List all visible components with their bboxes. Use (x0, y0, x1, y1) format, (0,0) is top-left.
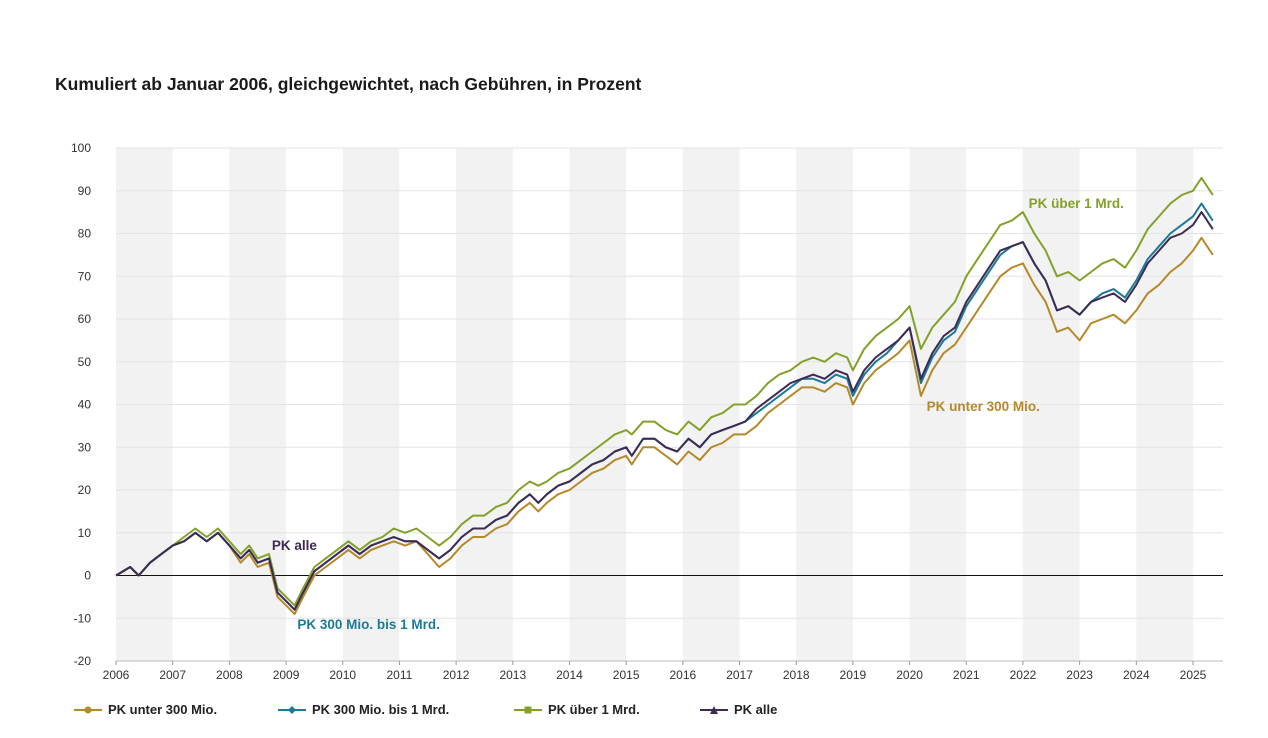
legend-label: PK unter 300 Mio. (108, 702, 218, 717)
x-tick-label: 2009 (273, 668, 300, 682)
legend-label: PK 300 Mio. bis 1 Mrd. (312, 702, 450, 717)
x-axis: 2006 2007 2008 2009 2010 2011 2012 2013 2014 2015… (103, 661, 1207, 682)
legend-item-pk-alle[interactable]: PK alle (700, 702, 777, 717)
y-tick-label: 60 (78, 312, 92, 326)
legend-marker-circle-icon (74, 706, 102, 713)
x-tick-label: 2015 (613, 668, 640, 682)
x-tick-label: 2018 (783, 668, 810, 682)
y-tick-label: 30 (78, 440, 92, 454)
x-tick-label: 2007 (159, 668, 186, 682)
x-tick-label: 2024 (1123, 668, 1150, 682)
legend-item-pk-300-bis-1[interactable]: PK 300 Mio. bis 1 Mrd. (278, 702, 449, 717)
y-tick-label: -20 (74, 654, 92, 668)
x-tick-label: 2006 (103, 668, 130, 682)
legend-item-pk-unter-300[interactable]: PK unter 300 Mio. (74, 702, 217, 717)
x-tick-label: 2010 (329, 668, 356, 682)
legend-label: PK alle (734, 702, 778, 717)
y-tick-label: 10 (78, 526, 92, 540)
legend-marker-triangle-icon (700, 705, 728, 714)
chart-title: Kumuliert ab Januar 2006, gleichgewichte… (55, 74, 642, 94)
y-tick-label: 70 (78, 269, 92, 283)
y-tick-label: 20 (78, 483, 92, 497)
x-tick-label: 2008 (216, 668, 243, 682)
x-tick-label: 2022 (1010, 668, 1037, 682)
series-line-pk-unter-300-mio- (115, 236, 1214, 615)
x-tick-label: 2023 (1066, 668, 1093, 682)
x-tick-label: 2019 (840, 668, 867, 682)
y-tick-label: 0 (84, 569, 91, 583)
legend-item-pk-ueber-1[interactable]: PK über 1 Mrd. (514, 702, 640, 717)
y-tick-label: 50 (78, 355, 92, 369)
series-line-pk-ber-1-mrd- (115, 176, 1214, 607)
legend-label: PK über 1 Mrd. (548, 702, 640, 717)
annotations: PK über 1 Mrd. PK unter 300 Mio. PK alle PK… (272, 196, 1124, 632)
x-tick-label: 2016 (669, 668, 696, 682)
y-tick-label: -10 (74, 611, 92, 625)
series-line-pk-alle (115, 211, 1214, 611)
y-tick-label: 80 (78, 227, 92, 241)
x-tick-label: 2014 (556, 668, 583, 682)
x-tick-label: 2017 (726, 668, 753, 682)
y-tick-label: 90 (78, 184, 92, 198)
y-tick-label: 100 (71, 141, 91, 155)
gridlines (116, 147, 1223, 662)
x-tick-label: 2020 (896, 668, 923, 682)
x-tick-label: 2012 (443, 668, 470, 682)
y-tick-label: 40 (78, 398, 92, 412)
series-lines (115, 176, 1214, 615)
x-tick-label: 2013 (499, 668, 526, 682)
legend-marker-square-icon (514, 706, 542, 713)
legend: PK unter 300 Mio. PK 300 Mio. bis 1 Mrd.… (0, 702, 1268, 722)
series-annotation: PK über 1 Mrd. (1029, 196, 1124, 211)
x-tick-label: 2021 (953, 668, 980, 682)
legend-marker-diamond-icon (278, 705, 306, 714)
x-tick-label: 2011 (387, 668, 413, 682)
x-tick-label: 2025 (1180, 668, 1207, 682)
series-annotation: PK unter 300 Mio. (927, 399, 1040, 414)
series-annotation: PK alle (272, 538, 318, 553)
series-annotation: PK 300 Mio. bis 1 Mrd. (297, 617, 440, 632)
